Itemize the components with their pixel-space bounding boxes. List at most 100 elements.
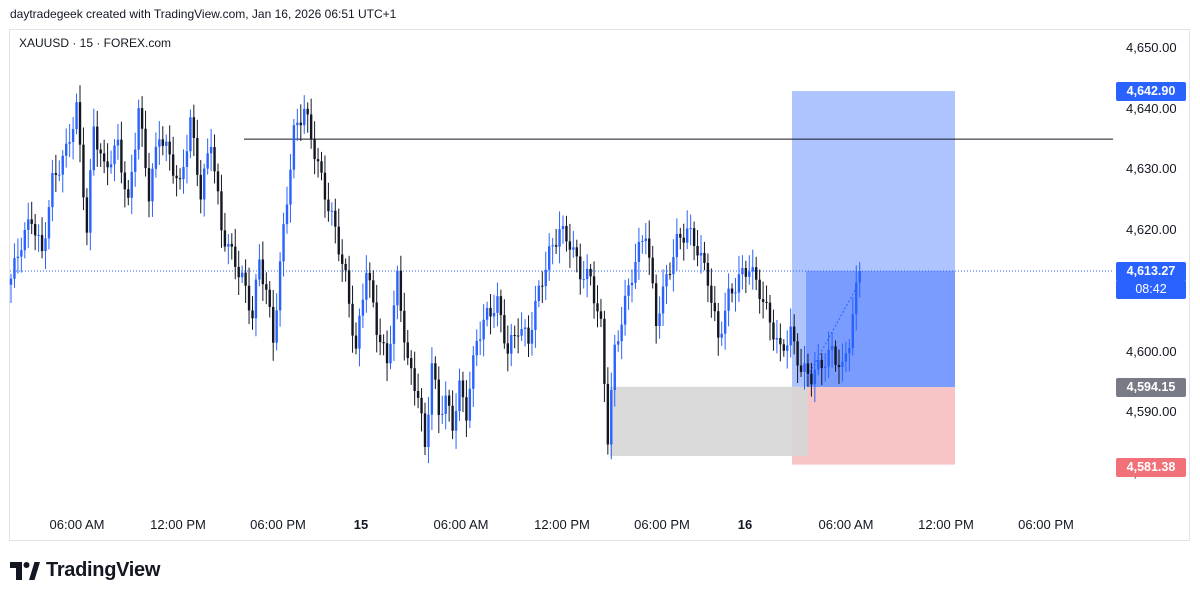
candle-body bbox=[265, 284, 268, 290]
candle-body bbox=[282, 224, 285, 262]
time-axis-label: 06:00 PM bbox=[250, 517, 306, 532]
candle-body bbox=[368, 272, 371, 281]
candle-body bbox=[513, 335, 516, 337]
candle-body bbox=[389, 343, 392, 364]
candle-body bbox=[644, 238, 647, 241]
candle-body bbox=[165, 141, 168, 146]
candle-body bbox=[596, 303, 599, 312]
candle-body bbox=[27, 219, 30, 230]
candle-body bbox=[592, 276, 596, 304]
footer-branding[interactable]: TradingView bbox=[10, 559, 160, 582]
candle-body bbox=[427, 414, 430, 447]
candle-body bbox=[558, 229, 561, 247]
candle-body bbox=[99, 149, 102, 154]
candle-body bbox=[637, 241, 641, 262]
candle-body bbox=[751, 267, 754, 272]
candle-body bbox=[447, 395, 451, 406]
candle-body bbox=[741, 268, 744, 275]
candle-body bbox=[189, 117, 192, 152]
candle-body bbox=[768, 302, 772, 323]
candle-body bbox=[199, 174, 202, 200]
candle-body bbox=[33, 223, 37, 236]
candle-body bbox=[516, 335, 520, 337]
time-axis-label: 12:00 PM bbox=[918, 517, 974, 532]
candle-body bbox=[130, 171, 133, 198]
candle-body bbox=[399, 270, 403, 311]
candle-body bbox=[254, 279, 258, 319]
candle-body bbox=[96, 126, 99, 150]
candle-body bbox=[727, 288, 730, 311]
stop-price-badge: 4,581.38 bbox=[1116, 458, 1186, 477]
candle-body bbox=[613, 344, 616, 391]
candle-body bbox=[468, 388, 472, 421]
candle-body bbox=[75, 102, 78, 130]
candle-body bbox=[85, 197, 89, 233]
candle-body bbox=[796, 341, 799, 366]
candle-body bbox=[841, 361, 844, 368]
candle-body bbox=[472, 355, 475, 389]
candle-body bbox=[454, 411, 458, 431]
candle-body bbox=[423, 413, 427, 447]
candle-body bbox=[37, 234, 40, 236]
candle-body bbox=[465, 397, 468, 421]
candle-body bbox=[458, 380, 461, 412]
candle-body bbox=[786, 345, 789, 351]
candle-body bbox=[499, 296, 503, 316]
candle-body bbox=[565, 225, 568, 242]
candle-body bbox=[382, 342, 385, 344]
candle-body bbox=[589, 268, 592, 277]
candle-body bbox=[548, 246, 551, 270]
price-axis-label: 4,600.00 bbox=[1126, 343, 1177, 359]
candle-body bbox=[309, 114, 313, 140]
candle-body bbox=[378, 334, 382, 343]
candle-body bbox=[703, 252, 706, 263]
candle-body bbox=[299, 122, 302, 126]
candle-body bbox=[541, 285, 544, 287]
candle-body bbox=[830, 346, 834, 350]
candle-body bbox=[692, 228, 696, 246]
price-axis-label: 4,590.00 bbox=[1126, 404, 1177, 420]
candle-body bbox=[827, 349, 830, 367]
candle-body bbox=[544, 269, 547, 287]
candle-body bbox=[717, 311, 720, 338]
candle-body bbox=[492, 312, 496, 317]
candle-body bbox=[268, 289, 271, 307]
candle-body bbox=[641, 240, 644, 242]
candle-body bbox=[572, 247, 575, 250]
time-axis-label: 06:00 AM bbox=[433, 517, 489, 532]
candle-body bbox=[44, 238, 47, 252]
candle-body bbox=[40, 234, 44, 252]
candle-body bbox=[430, 363, 434, 415]
candle-body bbox=[617, 341, 620, 345]
candle-body bbox=[658, 313, 661, 327]
candle-body bbox=[323, 172, 327, 200]
time-axis-label: 06:00 PM bbox=[1018, 517, 1074, 532]
candle-body bbox=[137, 108, 140, 150]
candle-body bbox=[51, 173, 54, 208]
candle-body bbox=[289, 169, 292, 205]
candle-body bbox=[227, 243, 230, 247]
candle-body bbox=[675, 233, 679, 258]
candle-body bbox=[102, 153, 106, 162]
bar-countdown-badge: 08:42 bbox=[1116, 279, 1186, 299]
candle-body bbox=[451, 405, 454, 431]
candle-body bbox=[71, 129, 75, 143]
candle-body bbox=[696, 245, 699, 256]
candle-body bbox=[292, 125, 296, 170]
candle-body bbox=[344, 263, 347, 271]
candle-body bbox=[410, 358, 413, 369]
active-profit-zone bbox=[806, 271, 955, 388]
candle-body bbox=[213, 147, 216, 172]
candle-body bbox=[434, 363, 437, 380]
candle-body bbox=[665, 274, 668, 287]
candle-body bbox=[568, 241, 572, 250]
demand-zone bbox=[610, 386, 808, 456]
candle-body bbox=[779, 338, 782, 345]
time-axis-label: 06:00 AM bbox=[49, 517, 105, 532]
candle-body bbox=[668, 274, 672, 276]
candle-body bbox=[185, 151, 189, 167]
candle-body bbox=[537, 285, 541, 302]
candle-body bbox=[365, 272, 368, 300]
candle-body bbox=[482, 319, 485, 340]
